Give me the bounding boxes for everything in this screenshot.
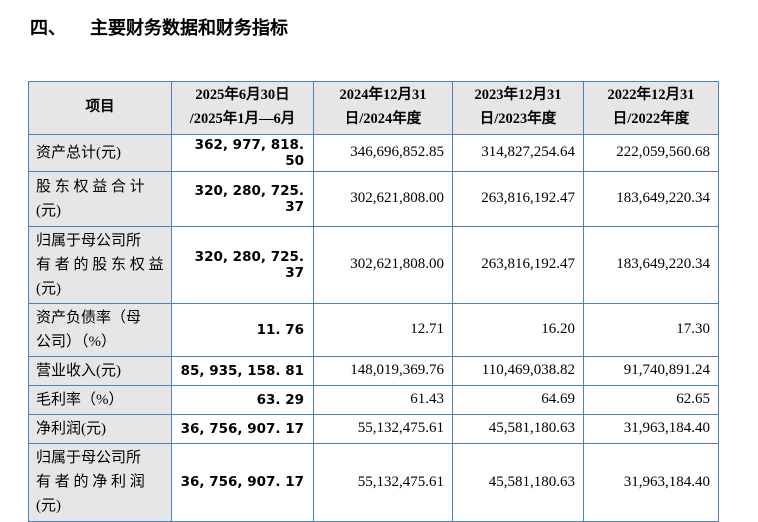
value-cell: 63. 29 bbox=[171, 384, 314, 415]
section-title-text: 主要财务数据和财务指标 bbox=[90, 18, 288, 38]
value-cell: 55,132,475.61 bbox=[313, 442, 453, 522]
value-cell: 346,696,852.85 bbox=[313, 133, 453, 172]
value-cell: 362, 977, 818. 50 bbox=[171, 133, 314, 172]
value-cell: 314,827,254.64 bbox=[452, 133, 584, 172]
value-cell: 36, 756, 907. 17 bbox=[171, 413, 314, 444]
value-cell: 320, 280, 725. 37 bbox=[171, 170, 314, 227]
value-cell: 302,621,808.00 bbox=[313, 170, 453, 227]
value-cell: 263,816,192.47 bbox=[452, 225, 584, 304]
value-cell: 183,649,220.34 bbox=[583, 170, 719, 227]
value-cell: 263,816,192.47 bbox=[452, 170, 584, 227]
column-header-2022: 2022年12月31 日/2022年度 bbox=[583, 81, 719, 135]
value-cell: 36, 756, 907. 17 bbox=[171, 442, 314, 522]
value-cell: 61.43 bbox=[313, 384, 453, 415]
value-cell: 64.69 bbox=[452, 384, 584, 415]
column-header-2024: 2024年12月31 日/2024年度 bbox=[313, 81, 453, 135]
value-cell: 12.71 bbox=[313, 302, 453, 357]
value-cell: 320, 280, 725. 37 bbox=[171, 225, 314, 304]
table-row: 毛利率（%） 63. 29 61.43 64.69 62.65 bbox=[28, 384, 719, 415]
value-cell: 11. 76 bbox=[171, 302, 314, 357]
table-row: 归属于母公司所 有 者 的 股 东 权 益 (元) 320, 280, 725.… bbox=[28, 225, 719, 304]
row-label: 净利润(元) bbox=[28, 413, 172, 444]
value-cell: 31,963,184.40 bbox=[583, 413, 719, 444]
table-row: 归属于母公司所 有 者 的 净 利 润 (元) 36, 756, 907. 17… bbox=[28, 442, 719, 522]
row-label: 毛利率（%） bbox=[28, 384, 172, 415]
table-row: 资产负债率（母 公司）（%） 11. 76 12.71 16.20 17.30 bbox=[28, 302, 719, 357]
value-cell: 17.30 bbox=[583, 302, 719, 357]
column-header-item: 项目 bbox=[28, 81, 172, 135]
column-header-2023: 2023年12月31 日/2023年度 bbox=[452, 81, 584, 135]
section-number: 四、 bbox=[30, 18, 66, 38]
value-cell: 62.65 bbox=[583, 384, 719, 415]
value-cell: 110,469,038.82 bbox=[452, 355, 584, 386]
section-title: 四、 主要财务数据和财务指标 bbox=[30, 14, 288, 40]
value-cell: 45,581,180.63 bbox=[452, 413, 584, 444]
table-row: 营业收入(元) 85, 935, 158. 81 148,019,369.76 … bbox=[28, 355, 719, 386]
financial-table: 项目 2025年6月30日 /2025年1月—6月 2024年12月31 日/2… bbox=[28, 81, 719, 522]
value-cell: 222,059,560.68 bbox=[583, 133, 719, 172]
value-cell: 45,581,180.63 bbox=[452, 442, 584, 522]
row-label: 归属于母公司所 有 者 的 股 东 权 益 (元) bbox=[28, 225, 172, 304]
table-row: 净利润(元) 36, 756, 907. 17 55,132,475.61 45… bbox=[28, 413, 719, 444]
row-label: 资产总计(元) bbox=[28, 133, 172, 172]
value-cell: 91,740,891.24 bbox=[583, 355, 719, 386]
value-cell: 85, 935, 158. 81 bbox=[171, 355, 314, 386]
table-row: 资产总计(元) 362, 977, 818. 50 346,696,852.85… bbox=[28, 133, 719, 172]
column-header-2025: 2025年6月30日 /2025年1月—6月 bbox=[171, 81, 314, 135]
table-row: 股 东 权 益 合 计 (元) 320, 280, 725. 37 302,62… bbox=[28, 170, 719, 227]
value-cell: 302,621,808.00 bbox=[313, 225, 453, 304]
row-label: 营业收入(元) bbox=[28, 355, 172, 386]
row-label: 股 东 权 益 合 计 (元) bbox=[28, 170, 172, 227]
row-label: 归属于母公司所 有 者 的 净 利 润 (元) bbox=[28, 442, 172, 522]
value-cell: 148,019,369.76 bbox=[313, 355, 453, 386]
value-cell: 31,963,184.40 bbox=[583, 442, 719, 522]
value-cell: 55,132,475.61 bbox=[313, 413, 453, 444]
table-header-row: 项目 2025年6月30日 /2025年1月—6月 2024年12月31 日/2… bbox=[28, 81, 719, 135]
value-cell: 183,649,220.34 bbox=[583, 225, 719, 304]
value-cell: 16.20 bbox=[452, 302, 584, 357]
row-label: 资产负债率（母 公司）（%） bbox=[28, 302, 172, 357]
